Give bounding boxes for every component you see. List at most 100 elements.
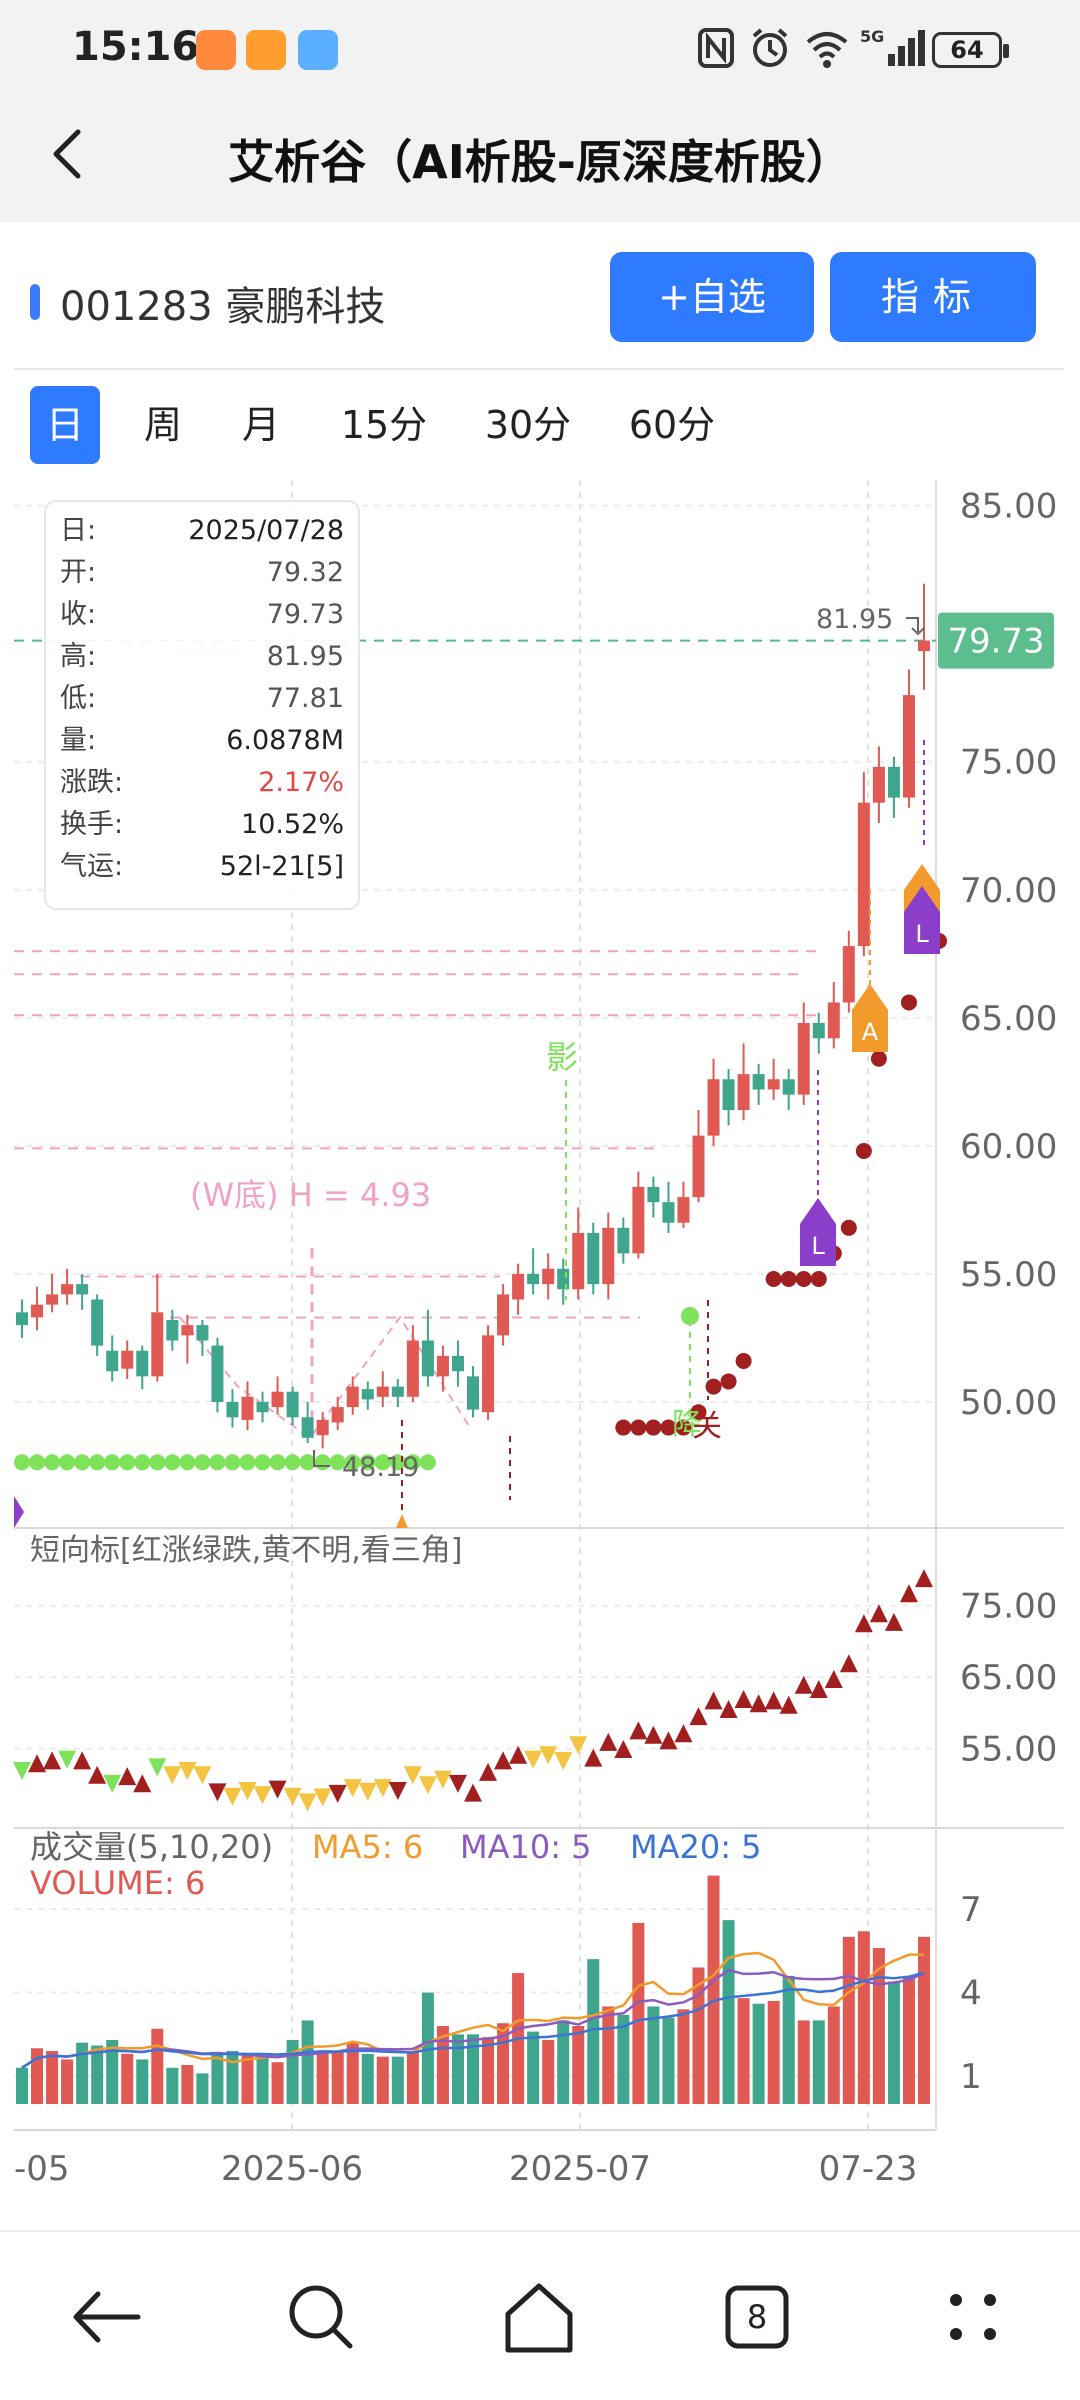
short-triangle bbox=[599, 1732, 618, 1751]
short-triangle bbox=[58, 1750, 77, 1769]
short-triangle bbox=[268, 1780, 287, 1799]
short-triangle bbox=[884, 1612, 903, 1631]
tabs-icon[interactable]: 8 bbox=[712, 2272, 802, 2362]
info-row: 高: 81.95 bbox=[60, 636, 344, 678]
volume-bar bbox=[331, 2051, 344, 2104]
volume-bar bbox=[797, 2020, 810, 2104]
green-dot bbox=[119, 1454, 136, 1471]
battery-indicator: 64 bbox=[932, 32, 1009, 68]
tab-week[interactable]: 周 bbox=[143, 403, 182, 447]
candle-down bbox=[196, 1325, 209, 1341]
candle-up bbox=[46, 1294, 59, 1305]
candle-down bbox=[256, 1401, 269, 1413]
green-dot bbox=[74, 1454, 91, 1471]
stock-chart[interactable]: 81.95 48.19 (W底) H = 4.93 影降关 A L L 85.00 75.00… bbox=[0, 476, 1080, 2196]
tab-30min[interactable]: 30分 bbox=[484, 403, 572, 447]
candle-up bbox=[512, 1273, 525, 1300]
volume-bar bbox=[782, 1975, 795, 2104]
current-price-tag bbox=[938, 612, 1054, 669]
volume-bar bbox=[436, 2026, 449, 2104]
volume-bar bbox=[918, 1936, 930, 2104]
weather-app-icon bbox=[298, 30, 338, 70]
short-triangle bbox=[28, 1754, 47, 1773]
tab-month[interactable]: 月 bbox=[241, 403, 280, 447]
candle-up bbox=[151, 1312, 164, 1377]
red-dot bbox=[675, 1419, 692, 1436]
price-tick: 70.00 bbox=[960, 871, 1057, 911]
green-dot bbox=[224, 1454, 241, 1471]
short-triangle bbox=[373, 1779, 392, 1798]
short-triangle bbox=[343, 1779, 362, 1798]
volume-bar bbox=[61, 2059, 74, 2104]
w-bottom-pattern bbox=[179, 1315, 471, 1440]
short-triangle bbox=[734, 1690, 753, 1708]
short-triangle bbox=[674, 1724, 693, 1743]
red-dot bbox=[690, 1404, 707, 1421]
short-triangle bbox=[358, 1782, 377, 1801]
short-triangle bbox=[539, 1746, 558, 1765]
volume-bar bbox=[542, 2039, 555, 2104]
low-arrow-icon bbox=[313, 1450, 330, 1467]
short-triangle bbox=[719, 1700, 738, 1718]
short-triangle bbox=[328, 1784, 347, 1803]
back-button[interactable] bbox=[30, 116, 110, 196]
candle-down bbox=[752, 1074, 765, 1090]
date-tick: 07-23 bbox=[819, 2149, 918, 2189]
short-triangle bbox=[824, 1670, 843, 1688]
home-icon[interactable] bbox=[494, 2272, 584, 2362]
left-edge-marker bbox=[14, 1496, 24, 1528]
candle-down bbox=[106, 1350, 119, 1372]
tab-day[interactable]: 日 bbox=[30, 386, 100, 464]
candle-up bbox=[737, 1074, 750, 1110]
candle-down bbox=[812, 1022, 825, 1039]
candle-up bbox=[767, 1079, 780, 1090]
candle-up bbox=[181, 1325, 194, 1336]
indicator-button[interactable]: 指标 bbox=[830, 252, 1036, 342]
volume-bar bbox=[842, 1936, 855, 2104]
search-icon[interactable] bbox=[276, 2272, 366, 2362]
volume-bar bbox=[16, 2067, 28, 2104]
volume-bar bbox=[406, 2051, 419, 2104]
price-tick: 55.00 bbox=[960, 1255, 1057, 1295]
short-triangle bbox=[13, 1762, 31, 1780]
volume-bar bbox=[151, 2028, 164, 2104]
green-dot bbox=[59, 1454, 76, 1471]
candle-down bbox=[391, 1386, 404, 1397]
short-triangle bbox=[208, 1783, 227, 1802]
tab-15min[interactable]: 15分 bbox=[340, 403, 428, 447]
red-dot bbox=[765, 1271, 782, 1288]
info-value: 81.95 bbox=[266, 641, 344, 672]
short-tick: 75.00 bbox=[960, 1587, 1057, 1627]
info-row: 日: 2025/07/28 bbox=[60, 510, 344, 552]
add-watchlist-button[interactable]: +自选 bbox=[610, 252, 814, 342]
battery-level: 64 bbox=[950, 36, 984, 64]
volume-bar bbox=[587, 1959, 600, 2104]
candle-down bbox=[662, 1202, 675, 1223]
l-badge-shape bbox=[800, 1198, 836, 1266]
tab-60min[interactable]: 60分 bbox=[628, 403, 716, 447]
signal-5g-icon: 5G bbox=[860, 27, 925, 66]
alarm-icon bbox=[752, 28, 788, 67]
short-triangle bbox=[464, 1783, 482, 1802]
more-icon[interactable] bbox=[928, 2272, 1018, 2362]
short-triangle bbox=[794, 1675, 813, 1694]
short-triangle bbox=[659, 1731, 678, 1750]
volume-bar bbox=[316, 2053, 329, 2104]
candle-down bbox=[361, 1389, 374, 1400]
candle-up bbox=[331, 1407, 344, 1423]
info-value: 79.73 bbox=[266, 599, 344, 630]
candle-up bbox=[842, 946, 855, 1003]
candle-up bbox=[346, 1386, 359, 1408]
stock-marker bbox=[30, 284, 40, 320]
candle-up bbox=[497, 1294, 510, 1336]
red-dot bbox=[660, 1419, 677, 1436]
volume-bar bbox=[181, 2065, 194, 2104]
candlesticks bbox=[16, 583, 930, 1449]
candle-up bbox=[376, 1386, 389, 1397]
info-value: 10.52% bbox=[241, 809, 344, 840]
ma20-line bbox=[21, 1971, 925, 2069]
short-indicator-panel: 短向标[红涨绿跌,黄不明,看三角] 75.00 65.00 55.00 bbox=[13, 1533, 1057, 1812]
nav-back-icon[interactable] bbox=[62, 2272, 152, 2362]
candle-down bbox=[647, 1186, 660, 1203]
short-triangle bbox=[839, 1654, 858, 1673]
